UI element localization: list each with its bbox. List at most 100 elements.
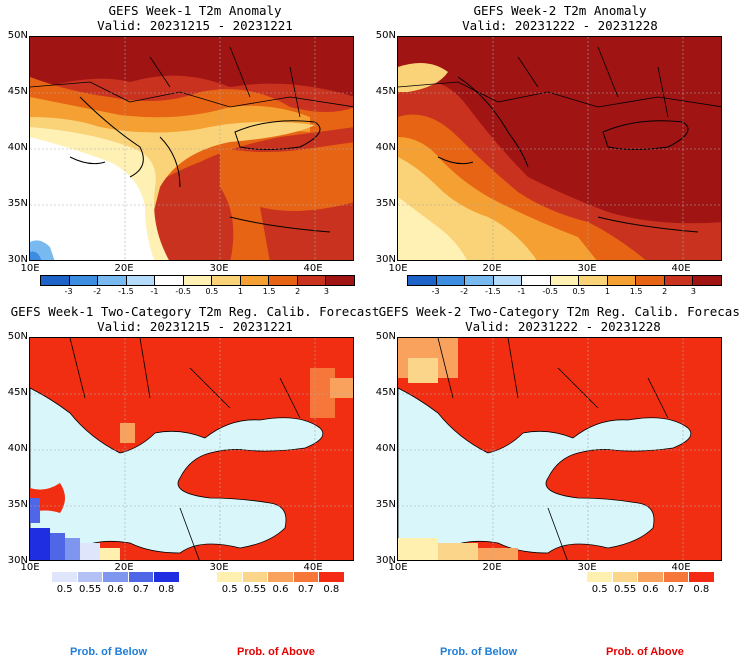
colorbar-tick-label: -0.5: [175, 287, 191, 296]
colorbar-tick-label: -0.5: [542, 287, 558, 296]
prob-swatch: [154, 572, 179, 582]
colorbar-swatch: [636, 276, 665, 285]
colorbar-swatch: [269, 276, 298, 285]
prob-swatch: [587, 572, 613, 582]
prob-tick-label: 0.8: [693, 584, 710, 595]
map-week2-anomaly: [397, 36, 722, 261]
lon-tick-40e: 40E: [303, 562, 323, 573]
lat-tick-30n: 30N: [7, 555, 28, 566]
map-week2-probability: [397, 337, 722, 561]
colorbar-swatch: [183, 276, 213, 285]
lon-tick-40e: 40E: [671, 562, 691, 573]
colorbar-tick-label: 1: [237, 287, 243, 296]
prob-tick-label: 0.55: [243, 584, 267, 595]
lon-tick-10e: 10E: [20, 263, 40, 274]
panel-2-title-line2: Valid: 20231222 - 20231228: [462, 18, 658, 33]
colorbar-swatch: [297, 276, 327, 285]
prob-tick-label: 0.6: [107, 584, 124, 595]
lon-tick-20e: 20E: [114, 562, 134, 573]
lon-tick-40e: 40E: [671, 263, 691, 274]
prob-swatch: [293, 572, 320, 582]
colorbar-swatch: [41, 276, 70, 285]
colorbar-swatch: [69, 276, 99, 285]
lat-tick-40n: 40N: [7, 443, 28, 454]
lat-tick-30n: 30N: [375, 254, 396, 265]
map-week1-probability: [29, 337, 354, 561]
colorbar-tick-label: -2: [93, 287, 102, 296]
lat-tick-40n: 40N: [375, 142, 396, 153]
colorbar-swatch: [240, 276, 270, 285]
lon-tick-10e: 10E: [20, 562, 40, 573]
prob-swatch: [128, 572, 155, 582]
lat-tick-30n: 30N: [7, 254, 28, 265]
prob-swatch: [319, 572, 344, 582]
lat-tick-35n: 35N: [375, 499, 396, 510]
prob-swatch: [638, 572, 664, 582]
prob-tick-label: 0.7: [667, 584, 684, 595]
prob-swatch: [689, 572, 714, 582]
colorbar-swatch: [98, 276, 127, 285]
colorbar-swatch: [465, 276, 494, 285]
lat-tick-50n: 50N: [375, 331, 396, 342]
colorbar-tick-label: 1.5: [629, 287, 643, 296]
lat-tick-45n: 45N: [375, 86, 396, 97]
lon-tick-10e: 10E: [388, 263, 408, 274]
colorbar-swatch: [664, 276, 694, 285]
panel-4-title-line1: GEFS Week-2 Two-Category T2m Reg. Calib.…: [378, 304, 740, 319]
lon-tick-30e: 30E: [577, 263, 597, 274]
colorbar-swatch: [693, 276, 722, 285]
lat-tick-30n: 30N: [375, 555, 396, 566]
colorbar-swatch: [493, 276, 523, 285]
colorbar-swatch: [607, 276, 637, 285]
colorbar-tick-label: -3: [64, 287, 73, 296]
lon-tick-30e: 30E: [209, 562, 229, 573]
prob-tick-label: 0.55: [613, 584, 637, 595]
panel-1-title-line2: Valid: 20231215 - 20231221: [97, 18, 293, 33]
prob-tick-label: 0.6: [272, 584, 289, 595]
lat-tick-45n: 45N: [7, 387, 28, 398]
legend-prob-below-week2: Prob. of Below: [440, 646, 517, 658]
colorbar-tick-label: -1: [517, 287, 526, 296]
colorbar-tick-label: 0.5: [205, 287, 219, 296]
panel-2-title-line1: GEFS Week-2 T2m Anomaly: [473, 3, 647, 18]
panel-4-title: GEFS Week-2 Two-Category T2m Reg. Calib.…: [378, 304, 740, 334]
colorbar-swatch: [550, 276, 580, 285]
prob-swatch: [77, 572, 104, 582]
colorbar-swatch: [579, 276, 608, 285]
lon-tick-20e: 20E: [482, 562, 502, 573]
colorbar-swatch: [408, 276, 437, 285]
panel-3-title-line1: GEFS Week-1 Two-Category T2m Reg. Calib.…: [10, 304, 380, 319]
colorbar-tick-label: -1.5: [485, 287, 501, 296]
colorbar-swatch: [155, 276, 184, 285]
prob-swatch: [217, 572, 243, 582]
lon-tick-30e: 30E: [209, 263, 229, 274]
above-prob-colorbar-week1: [217, 572, 344, 582]
prob-tick-label: 0.5: [591, 584, 608, 595]
colorbar-tick-label: 1.5: [262, 287, 276, 296]
lat-tick-50n: 50N: [375, 30, 396, 41]
panel-3-title-line2: Valid: 20231215 - 20231221: [97, 319, 293, 334]
prob-tick-label: 0.5: [56, 584, 73, 595]
prob-tick-label: 0.8: [158, 584, 175, 595]
lat-tick-35n: 35N: [7, 198, 28, 209]
lat-tick-50n: 50N: [7, 30, 28, 41]
panel-1-title: GEFS Week-1 T2m Anomaly Valid: 20231215 …: [30, 3, 360, 33]
lat-tick-35n: 35N: [7, 499, 28, 510]
colorbar-swatch: [436, 276, 466, 285]
lat-tick-40n: 40N: [7, 142, 28, 153]
panel-1-title-line1: GEFS Week-1 T2m Anomaly: [108, 3, 282, 18]
prob-tick-label: 0.7: [132, 584, 149, 595]
prob-tick-label: 0.55: [78, 584, 102, 595]
prob-tick-label: 0.7: [297, 584, 314, 595]
lon-tick-30e: 30E: [577, 562, 597, 573]
lon-tick-20e: 20E: [482, 263, 502, 274]
lat-tick-35n: 35N: [375, 198, 396, 209]
legend-prob-below-week1: Prob. of Below: [70, 646, 147, 658]
map-week1-anomaly: [29, 36, 354, 261]
colorbar-tick-label: 3: [690, 287, 696, 296]
lat-tick-50n: 50N: [7, 331, 28, 342]
anomaly-colorbar-week2: [407, 275, 722, 286]
prob-tick-label: 0.5: [221, 584, 238, 595]
colorbar-tick-label: 3: [323, 287, 329, 296]
panel-3-title: GEFS Week-1 Two-Category T2m Reg. Calib.…: [10, 304, 380, 334]
